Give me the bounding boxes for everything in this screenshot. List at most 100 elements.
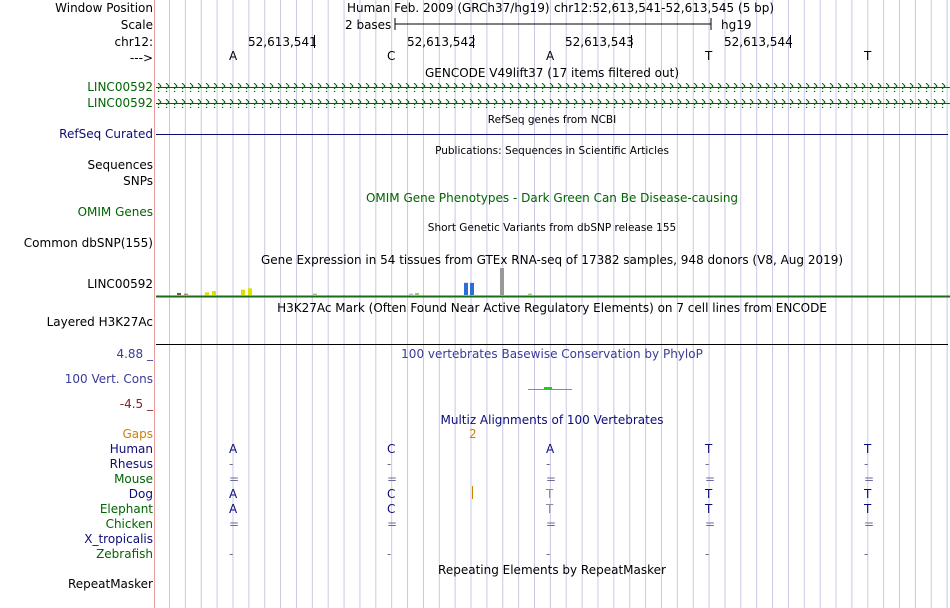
track-label-refseq[interactable]: RefSeq Curated — [59, 127, 153, 141]
coord-tick-2 — [473, 35, 474, 48]
scale-text: 2 bases — [345, 18, 392, 32]
coord-3: 52,613,543 — [565, 35, 634, 49]
alignment-base: = — [546, 517, 557, 531]
gtex-tissue-bar — [241, 289, 245, 295]
alignment-base: T — [705, 502, 713, 516]
cons-min-label: -4.5 _ — [119, 397, 153, 411]
scale-bar — [394, 18, 712, 30]
gap-count: 2 — [469, 427, 477, 441]
alignment-base: - — [229, 457, 234, 471]
alignment-base: = — [229, 517, 240, 531]
alignment-base: - — [864, 457, 869, 471]
alignment-base: - — [387, 457, 392, 471]
species-label-rhesus: Rhesus — [109, 457, 153, 471]
coord-1: 52,613,541 — [248, 35, 317, 49]
species-label-mouse: Mouse — [114, 472, 153, 486]
scale-label: Scale — [120, 18, 153, 32]
gtex-tissue-bar — [415, 292, 419, 295]
gtex-graph[interactable] — [156, 268, 950, 299]
alignment-base: - — [229, 547, 234, 561]
track-label-gtex-gene[interactable]: LINC00592 — [87, 277, 153, 291]
species-label-human: Human — [109, 442, 153, 456]
window-position-label: Window Position — [55, 1, 153, 15]
refseq-feature-line[interactable] — [156, 134, 948, 135]
species-label-dog: Dog — [128, 487, 153, 501]
assembly-title: Human Feb. 2009 (GRCh37/hg19) — [347, 1, 550, 15]
species-label-elephant: Elephant — [99, 502, 153, 516]
alignment-base: T — [705, 442, 713, 456]
alignment-base: = — [387, 517, 398, 531]
species-label-x_tropicalis: X_tropicalis — [84, 532, 153, 546]
alignment-base: A — [229, 487, 238, 501]
track-label-snps[interactable]: SNPs — [123, 174, 153, 188]
gtex-tissue-bar — [500, 268, 504, 295]
alignment-base: - — [705, 457, 710, 471]
gaps-label: Gaps — [122, 427, 153, 441]
track-label-omim[interactable]: OMIM Genes — [77, 205, 153, 219]
coord-2: 52,613,542 — [407, 35, 476, 49]
base-3: A — [546, 49, 555, 63]
coord-tick-1 — [314, 35, 315, 48]
coord-tick-3 — [631, 35, 632, 48]
alignment-base: T — [864, 502, 872, 516]
gtex-track-title: Gene Expression in 54 tissues from GTEx … — [260, 253, 844, 267]
gencode-track-title: GENCODE V49lift37 (17 items filtered out… — [424, 66, 679, 80]
alignment-base: = — [705, 517, 716, 531]
track-label-common-dbsnp[interactable]: Common dbSNP(155) — [23, 236, 153, 250]
base-2: C — [387, 49, 396, 63]
species-label-zebrafish: Zebrafish — [96, 547, 153, 561]
dbsnp-track-title: Short Genetic Variants from dbSNP releas… — [427, 222, 677, 234]
publications-track-title: Publications: Sequences in Scientific Ar… — [435, 145, 669, 157]
coord-4: 52,613,544 — [724, 35, 793, 49]
omim-track-title: OMIM Gene Phenotypes - Dark Green Can Be… — [365, 191, 739, 205]
gtex-tissue-bar — [470, 282, 474, 295]
base-4: T — [705, 49, 713, 63]
alignment-base: T — [864, 487, 872, 501]
track-label-linc00592-2[interactable]: LINC00592 — [87, 96, 153, 110]
gtex-tissue-bar — [313, 293, 317, 295]
strand-label: ---> — [129, 51, 153, 65]
base-1: A — [229, 49, 238, 63]
gtex-tissue-bar — [528, 293, 532, 295]
chrom-label: chr12: — [114, 35, 153, 49]
base-5: T — [864, 49, 872, 63]
position-readout: chr12:52,613,541-52,613,545 (5 bp) — [554, 1, 775, 15]
alignment-base: - — [705, 547, 710, 561]
gtex-tissue-bar — [409, 293, 413, 295]
alignment-base: A — [229, 502, 238, 516]
refseq-track-title: RefSeq genes from NCBI — [487, 114, 617, 126]
alignment-base: = — [387, 472, 398, 486]
gtex-tissue-bar — [184, 293, 188, 295]
gtex-tissue-bar — [177, 292, 181, 295]
alignment-base: C — [387, 502, 396, 516]
gtex-tissue-bar — [248, 288, 252, 295]
alignment-base: = — [546, 472, 557, 486]
alignment-base: T — [705, 487, 713, 501]
coord-tick-4 — [790, 35, 791, 48]
repeatmasker-track-title: Repeating Elements by RepeatMasker — [438, 563, 666, 577]
track-label-repeatmasker[interactable]: RepeatMasker — [67, 577, 153, 591]
track-label-h3k27ac[interactable]: Layered H3K27Ac — [46, 315, 153, 329]
track-label-sequences[interactable]: Sequences — [87, 158, 153, 172]
alignment-base: - — [546, 457, 551, 471]
alignment-base: A — [546, 442, 555, 456]
phylop-track-title: 100 vertebrates Basewise Conservation by… — [401, 347, 703, 361]
phylop-mark[interactable] — [528, 385, 572, 393]
alignment-base: T — [546, 502, 554, 516]
h3k27ac-track-title: H3K27Ac Mark (Often Found Near Active Re… — [277, 301, 827, 315]
label-separator — [154, 0, 155, 608]
dog-gap-marker — [472, 486, 473, 499]
species-label-chicken: Chicken — [105, 517, 153, 531]
gtex-tissue-bar — [212, 290, 216, 295]
alignment-base: = — [864, 472, 875, 486]
gencode-features[interactable] — [156, 82, 950, 110]
multiz-track-title: Multiz Alignments of 100 Vertebrates — [440, 413, 664, 427]
h3k27ac-baseline — [156, 344, 948, 345]
alignment-base: = — [864, 517, 875, 531]
track-label-100-vert-cons[interactable]: 100 Vert. Cons — [64, 372, 153, 386]
gtex-tissue-bar — [464, 282, 468, 295]
track-label-linc00592-1[interactable]: LINC00592 — [87, 80, 153, 94]
alignment-base: T — [864, 442, 872, 456]
alignment-base: C — [387, 442, 396, 456]
alignment-base: C — [387, 487, 396, 501]
